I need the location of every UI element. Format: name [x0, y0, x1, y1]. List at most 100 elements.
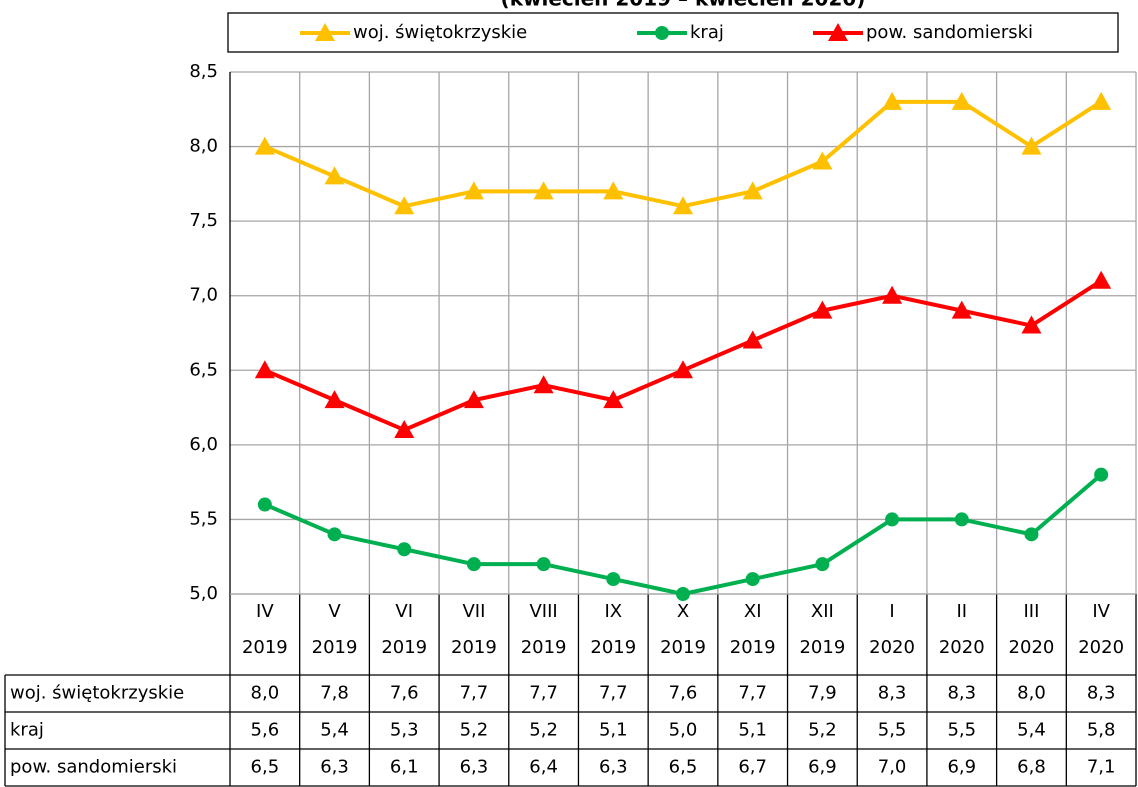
data-point: [533, 181, 554, 200]
table-cell: 7,7: [738, 683, 767, 704]
x-tick-label: III: [1023, 601, 1039, 622]
x-tick-label: 2019: [451, 637, 497, 658]
data-point: [676, 587, 690, 601]
table-cell: 5,2: [529, 720, 558, 741]
x-tick-label: XII: [811, 601, 834, 622]
data-point: [1091, 270, 1112, 289]
x-tick-label: 2020: [1009, 637, 1055, 658]
table-cell: 7,6: [390, 683, 419, 704]
data-point: [324, 166, 345, 185]
data-point: [254, 360, 275, 379]
legend-marker: [828, 23, 848, 41]
data-point: [745, 572, 760, 587]
table-cell: 6,9: [808, 757, 837, 778]
legend-marker: [315, 23, 335, 41]
x-tick-label: IX: [604, 601, 622, 622]
data-point: [885, 512, 900, 527]
x-tick-label: VI: [395, 601, 413, 622]
table-cell: 7,6: [669, 683, 698, 704]
table-cell: 5,1: [738, 720, 767, 741]
data-point: [882, 285, 903, 304]
table-row-label: woj. świętokrzyskie: [10, 683, 184, 704]
table-cell: 6,4: [529, 757, 558, 778]
x-tick-label: 2020: [869, 637, 915, 658]
table-cell: 8,3: [947, 683, 976, 704]
x-tick-label: II: [956, 601, 967, 622]
data-point: [1021, 315, 1042, 334]
chart-title: (kwiecień 2019 – kwiecień 2020): [501, 0, 866, 11]
y-tick-label: 7,0: [189, 285, 218, 306]
data-point: [394, 196, 415, 215]
table-cell: 5,5: [878, 720, 907, 741]
data-point: [466, 557, 481, 572]
table-cell: 6,5: [669, 757, 698, 778]
data-point: [603, 181, 624, 200]
y-tick-label: 5,5: [189, 508, 218, 529]
table-cell: 6,7: [738, 757, 767, 778]
y-tick-label: 8,0: [189, 136, 218, 157]
data-point: [324, 390, 345, 409]
table-cell: 6,8: [1017, 757, 1046, 778]
x-tick-label: 2019: [660, 637, 706, 658]
data-point: [463, 181, 484, 200]
x-tick-label: 2019: [312, 637, 358, 658]
data-point: [463, 390, 484, 409]
table-cell: 7,7: [460, 683, 489, 704]
x-tick-label: 2020: [939, 637, 985, 658]
table-cell: 7,9: [808, 683, 837, 704]
x-tick-label: 2020: [1078, 637, 1124, 658]
table-cell: 5,1: [599, 720, 628, 741]
data-point: [673, 196, 693, 215]
y-tick-label: 6,5: [189, 359, 218, 380]
x-tick-label: IV: [1092, 601, 1110, 622]
series-line: [264, 473, 1103, 596]
legend-box: [227, 12, 1119, 53]
x-tick-label: 2019: [242, 637, 288, 658]
x-tick-label: VII: [462, 601, 485, 622]
data-point: [954, 512, 969, 527]
data-point: [1094, 467, 1109, 482]
table-cell: 5,4: [1017, 720, 1046, 741]
table-row-label: kraj: [10, 720, 44, 741]
x-tick-label: V: [328, 601, 341, 622]
series-line: [264, 279, 1103, 432]
table-cell: 8,0: [1017, 683, 1046, 704]
data-point: [951, 300, 972, 319]
y-tick-label: 8,5: [189, 61, 218, 82]
data-point: [742, 330, 763, 349]
x-tick-label: I: [889, 601, 894, 622]
x-tick-label: 2019: [521, 637, 567, 658]
x-tick-label: 2019: [590, 637, 636, 658]
x-tick-label: IV: [256, 601, 274, 622]
legend-marker: [655, 26, 669, 40]
y-tick-label: 5,0: [189, 583, 218, 604]
table-cell: 5,4: [320, 720, 349, 741]
legend-label: woj. świętokrzyskie: [353, 22, 527, 43]
table-cell: 5,5: [947, 720, 976, 741]
table-cell: 6,3: [320, 757, 349, 778]
x-tick-label: XI: [744, 601, 762, 622]
table-cell: 7,1: [1087, 757, 1116, 778]
table-cell: 8,3: [878, 683, 907, 704]
y-tick-label: 7,5: [189, 210, 218, 231]
data-point: [1021, 136, 1042, 155]
table-cell: 6,1: [390, 757, 419, 778]
table-cell: 5,3: [390, 720, 419, 741]
table-cell: 5,2: [460, 720, 489, 741]
y-tick-label: 6,0: [189, 434, 218, 455]
data-point: [536, 557, 551, 572]
table-cell: 6,3: [599, 757, 628, 778]
legend-label: kraj: [690, 22, 724, 43]
series-line: [264, 99, 1103, 209]
table-cell: 8,3: [1087, 683, 1116, 704]
legend-label: pow. sandomierski: [866, 22, 1033, 43]
x-tick-label: 2019: [730, 637, 776, 658]
data-point: [1091, 91, 1112, 110]
data-point: [254, 136, 275, 155]
data-point: [673, 360, 693, 379]
table-cell: 5,6: [251, 720, 280, 741]
x-tick-label: VIII: [529, 601, 557, 622]
table-cell: 5,2: [808, 720, 837, 741]
x-tick-label: X: [677, 601, 689, 622]
table-cell: 6,3: [460, 757, 489, 778]
